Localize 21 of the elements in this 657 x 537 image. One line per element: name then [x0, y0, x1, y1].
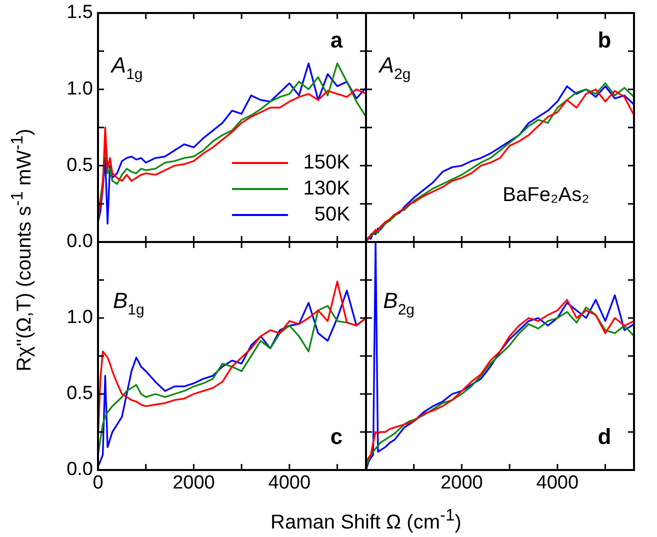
y-tick-label: 1.0 — [66, 307, 93, 328]
annotation: c — [330, 424, 343, 450]
annotation: a — [330, 27, 344, 52]
legend-label: 150K — [303, 152, 351, 174]
x-tick-label: 4000 — [268, 472, 311, 494]
x-tick-label: 0 — [92, 472, 104, 494]
y-tick-label: 1.5 — [66, 2, 93, 24]
x-axis-title: Raman Shift Ω (cm$^{-1}$) — [270, 506, 462, 534]
annotation: b — [598, 27, 612, 52]
y-tick-label: 0.5 — [66, 383, 93, 404]
annotation: BaFe₂As₂ — [502, 184, 590, 206]
annotation: d — [598, 424, 612, 450]
x-tick-label: 2000 — [172, 472, 215, 494]
y-tick-label: 0.5 — [66, 154, 93, 176]
legend-label: 50K — [314, 204, 351, 226]
x-tick-label: 2000 — [440, 472, 483, 494]
legend-label: 130K — [303, 178, 351, 200]
y-tick-label: 1.0 — [66, 78, 93, 100]
y-tick-label: 0.0 — [66, 231, 93, 252]
x-tick-label: 4000 — [536, 472, 579, 494]
y-tick-label: 0.0 — [66, 459, 93, 480]
